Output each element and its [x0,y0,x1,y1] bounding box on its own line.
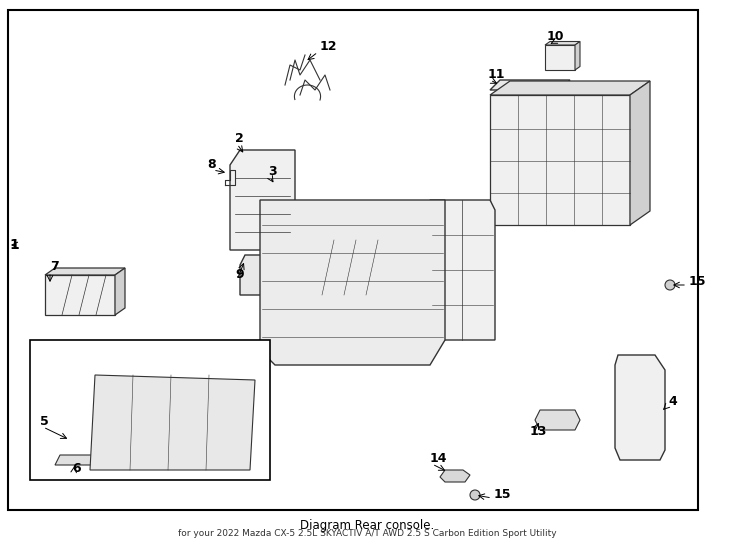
Text: 9: 9 [235,268,244,281]
Polygon shape [260,200,445,365]
Polygon shape [575,42,580,70]
Text: 6: 6 [72,462,81,475]
Polygon shape [440,470,470,482]
Polygon shape [115,268,125,315]
Text: 7: 7 [50,260,59,273]
Polygon shape [55,455,100,465]
Polygon shape [230,150,295,250]
Text: 10: 10 [547,30,564,43]
Text: 5: 5 [40,415,48,428]
Bar [30,340,270,480]
Polygon shape [545,45,575,70]
Text: 14: 14 [430,452,448,465]
Circle shape [470,490,480,500]
Text: for your 2022 Mazda CX-5 2.5L SKYACTIV A/T AWD 2.5 S Carbon Edition Sport Utilit: for your 2022 Mazda CX-5 2.5L SKYACTIV A… [178,530,556,538]
Text: 4: 4 [668,395,677,408]
Text: 12: 12 [320,40,338,53]
Polygon shape [300,240,390,295]
Polygon shape [490,80,570,90]
Text: 1: 1 [9,238,19,252]
Polygon shape [240,255,295,295]
Polygon shape [615,355,665,460]
Polygon shape [430,200,495,340]
Polygon shape [45,275,115,315]
Polygon shape [545,42,580,45]
Text: 3: 3 [268,165,277,178]
Polygon shape [490,81,650,95]
Polygon shape [390,231,402,295]
Polygon shape [535,410,580,430]
Text: Diagram Rear console.: Diagram Rear console. [300,519,434,532]
Polygon shape [45,268,125,275]
Text: 13: 13 [530,425,548,438]
Polygon shape [90,375,255,470]
Text: 2: 2 [235,132,244,145]
Polygon shape [490,95,630,225]
Text: 8: 8 [207,158,216,171]
Circle shape [665,280,675,290]
Polygon shape [630,81,650,225]
Text: 15: 15 [689,275,707,288]
Text: 11: 11 [488,68,506,81]
Polygon shape [300,231,402,240]
Text: 15: 15 [494,488,512,501]
